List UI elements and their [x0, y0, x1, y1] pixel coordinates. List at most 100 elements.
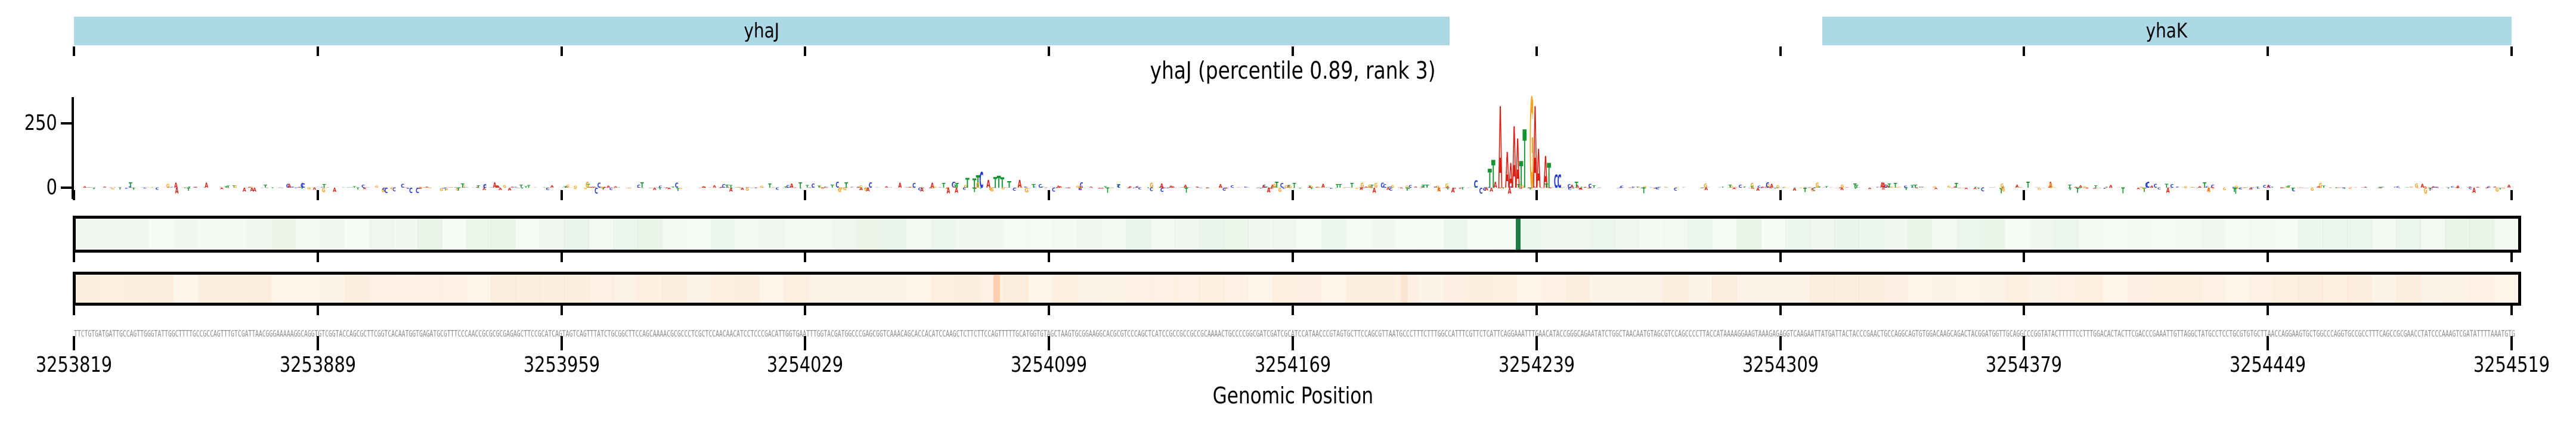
logo-letter-C: C: [483, 184, 487, 189]
heatmap-column: [320, 219, 345, 250]
logo-letter-T: T: [1517, 183, 1521, 189]
logo-letter-G: G: [1704, 183, 1707, 189]
heatmap-column: [1908, 275, 1933, 303]
logo-letter-C: C: [1002, 187, 1006, 188]
logo-letter-T: T: [1185, 187, 1188, 195]
logo-letter-T: T: [1682, 187, 1685, 188]
logo-letter-C: C: [515, 187, 518, 188]
logo-letter-T: T: [2406, 187, 2410, 188]
heatmap-column: [2005, 275, 2030, 303]
logo-letter-C: C: [597, 182, 601, 190]
logo-letter-A: A: [2267, 184, 2270, 189]
logo-letter-C: C: [302, 184, 305, 190]
logo-letter-A: A: [1570, 184, 1574, 189]
heatmap-column: [1834, 219, 1859, 250]
logo-letter-G: G: [990, 187, 994, 192]
x-tick-label-holder: 3254449: [2220, 353, 2315, 377]
logo-letter-C: C: [637, 184, 640, 189]
logo-letter-A: A: [1360, 187, 1364, 191]
logo-letter-C: C: [301, 182, 304, 189]
logo-letter-T: T: [113, 187, 117, 188]
logo-letter-A: A: [1953, 186, 1957, 188]
heatmap-column: [295, 219, 321, 250]
logo-letter-T: T: [1750, 186, 1754, 188]
logo-letter-G: G: [2488, 187, 2491, 188]
heatmap-column: [2054, 219, 2079, 250]
logo-letter-T: T: [301, 188, 305, 189]
logo-letter-A: A: [448, 187, 452, 188]
logo-letter-C: C: [1509, 186, 1513, 188]
logo-letter-G: G: [2049, 187, 2053, 188]
logo-letter-T: T: [1473, 186, 1478, 188]
logo-letter-T: T: [1881, 187, 1885, 188]
heatmap-column: [246, 219, 272, 250]
logo-letter-C: C: [1554, 172, 1558, 192]
logo-letter-T: T: [141, 187, 144, 188]
heatmap-column: [784, 275, 809, 303]
logo-letter-A: A: [2432, 186, 2435, 188]
logo-letter-G: G: [2415, 183, 2419, 189]
logo-letter-T: T: [2447, 188, 2450, 189]
logo-letter-A: A: [790, 183, 794, 189]
axis-tick: [1048, 306, 1051, 315]
logo-letter-A: A: [2019, 187, 2023, 188]
logo-letter-T: T: [979, 188, 983, 189]
logo-letter-T: T: [1773, 188, 1777, 189]
logo-letter-G: G: [2265, 187, 2268, 188]
axis-tick: [1779, 190, 1782, 200]
heatmap-column: [2445, 275, 2470, 303]
heatmap-column: [1443, 219, 1469, 250]
logo-letter-A: A: [720, 187, 723, 188]
heatmap-column: [2029, 275, 2055, 303]
heatmap-column: [540, 275, 565, 303]
logo-letter-A: A: [772, 187, 776, 188]
logo-letter-C: C: [786, 184, 789, 189]
heatmap-column: [1810, 275, 1835, 303]
heatmap-column: [2054, 275, 2079, 303]
logo-letter-T: T: [942, 182, 946, 190]
heatmap-column: [1321, 275, 1346, 303]
logo-letter-A: A: [1453, 188, 1457, 189]
logo-letter-C: C: [463, 187, 467, 188]
logo-letter-C: C: [1135, 186, 1139, 188]
logo-letter-T: T: [1803, 188, 1807, 194]
logo-letter-T: T: [2141, 187, 2144, 188]
y-axis-tick-250: [61, 122, 72, 125]
heatmap-column: [124, 219, 150, 250]
heatmap-column: [637, 275, 662, 303]
axis-tick: [1779, 306, 1782, 315]
logo-letter-A: A: [466, 187, 470, 188]
axis-tick: [560, 253, 563, 262]
logo-letter-T: T: [342, 187, 345, 188]
heatmap-column: [2274, 219, 2299, 250]
logo-letter-T: T: [671, 186, 676, 188]
logo-letter-G: G: [131, 187, 135, 188]
logo-letter-A: A: [1287, 185, 1290, 188]
axis-tick: [316, 190, 319, 200]
logo-letter-G: G: [234, 185, 237, 189]
logo-letter-G: G: [701, 187, 704, 188]
logo-letter-C: C: [786, 187, 789, 188]
heatmap-column: [1297, 275, 1322, 303]
logo-letter-T: T: [1275, 187, 1278, 188]
logo-letter-A: A: [1497, 188, 1501, 189]
logo-letter-G: G: [753, 187, 757, 188]
logo-letter-C: C: [1921, 187, 1925, 188]
logo-letter-T: T: [351, 187, 354, 188]
heatmap-column: [759, 219, 785, 250]
logo-letter-A: A: [1224, 188, 1228, 189]
logo-letter-C: C: [1033, 187, 1037, 188]
axis-tick: [2023, 306, 2026, 315]
heatmap-column: [271, 219, 296, 250]
logo-letter-C: C: [1188, 187, 1191, 188]
heatmap-column: [2151, 219, 2177, 250]
logo-letter-C: C: [2342, 187, 2346, 188]
heatmap-column: [881, 275, 907, 303]
logo-letter-C: C: [655, 187, 658, 188]
logo-letter-A: A: [490, 187, 494, 188]
logo-letter-T: T: [457, 187, 460, 192]
logo-letter-C: C: [2263, 184, 2267, 189]
heatmap-column: [1688, 275, 1713, 303]
logo-letter-G: G: [2348, 188, 2352, 189]
heatmap-column: [466, 219, 491, 250]
